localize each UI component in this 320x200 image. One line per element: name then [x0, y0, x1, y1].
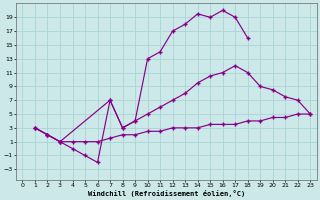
X-axis label: Windchill (Refroidissement éolien,°C): Windchill (Refroidissement éolien,°C)	[88, 190, 245, 197]
